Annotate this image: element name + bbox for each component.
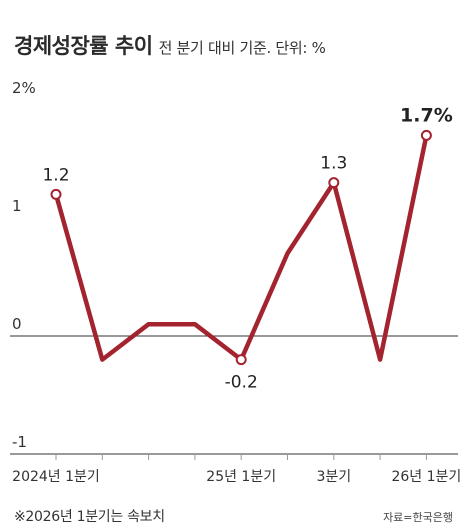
source-credit: 자료=한국은행 [383,511,453,524]
y-tick-label: 0 [12,315,22,333]
data-label: 1.3 [320,154,347,174]
chart-title: 경제성장률 추이 [14,34,153,58]
y-tick-label: -1 [12,433,27,451]
x-tick-label: 3분기 [316,469,351,485]
data-point-marker [328,177,340,189]
footnote: ※2026년 1분기는 속보치 [14,509,165,525]
x-tick-label: 2024년 1분기 [12,469,100,485]
data-point-marker [420,129,432,141]
chart-header: 경제성장률 추이 전 분기 대비 기준. 단위: % [14,30,326,60]
y-tick-label: 1 [12,197,22,215]
y-tick-label: 2% [12,79,36,97]
data-label: -0.2 [225,373,258,393]
data-point-marker [50,188,62,200]
x-tick-label: 26년 1분기 [391,469,461,485]
series-line [53,133,429,362]
data-point-marker [235,354,247,366]
chart-subtitle: 전 분기 대비 기준. 단위: % [158,39,326,57]
data-label: 1.7% [400,104,453,126]
x-tick-label: 25년 1분기 [206,469,276,485]
data-label: 1.2 [42,165,69,185]
